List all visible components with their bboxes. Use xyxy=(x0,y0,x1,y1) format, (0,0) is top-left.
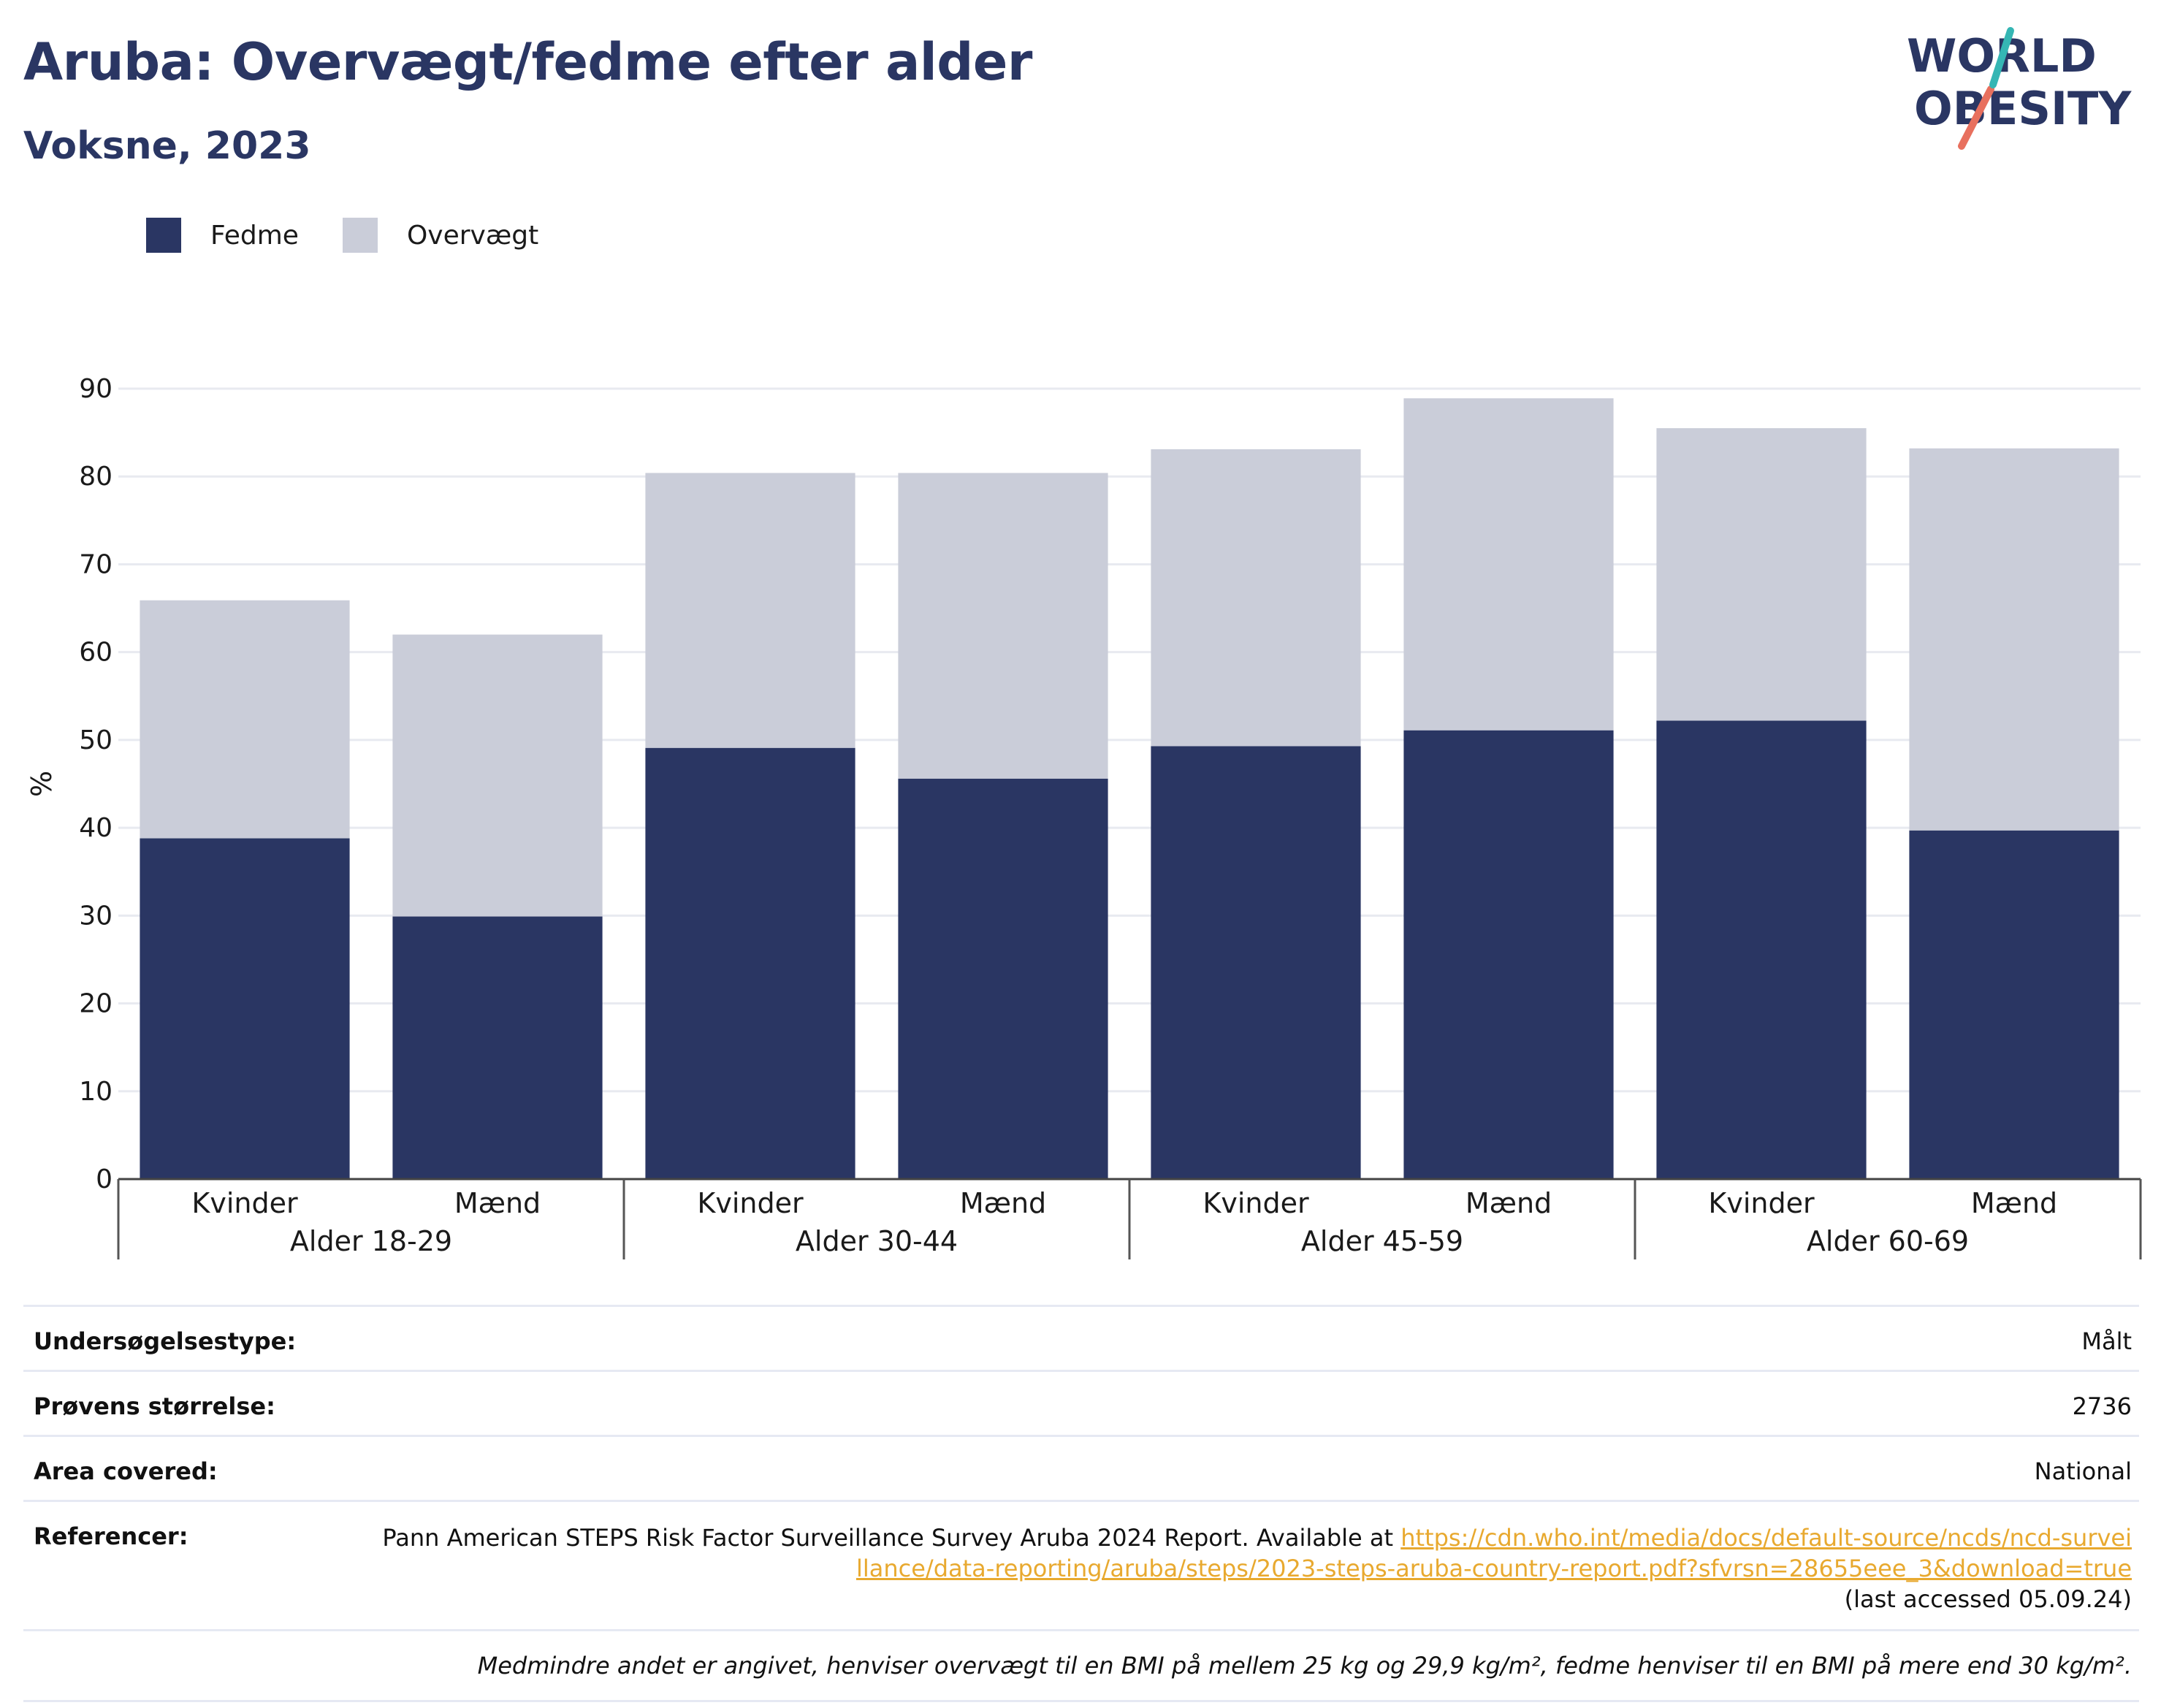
references-link[interactable]: https://cdn.who.int/media/docs/default-s… xyxy=(855,1524,2132,1582)
chart-legend: Fedme Overvægt xyxy=(146,218,582,253)
bar-overvaegt xyxy=(645,473,855,748)
group-label: Alder 30-44 xyxy=(796,1225,958,1257)
page-subtitle: Voksne, 2023 xyxy=(23,124,311,168)
group-label: Alder 18-29 xyxy=(290,1225,452,1257)
page-title: Aruba: Overvægt/fedme efter alder xyxy=(23,32,1032,92)
x-tick-label: Mænd xyxy=(1466,1187,1552,1219)
legend-label-fedme: Fedme xyxy=(210,220,299,251)
y-tick-label: 20 xyxy=(79,989,113,1019)
bar-fedme xyxy=(1656,720,1867,1179)
logo-slash-red xyxy=(1958,85,1994,150)
bar-overvaegt xyxy=(1656,428,1867,721)
x-tick-label: Kvinder xyxy=(697,1187,804,1219)
y-tick-label: 70 xyxy=(79,549,113,579)
survey-type-label: Undersøgelsestype: xyxy=(34,1327,297,1355)
references-value: Pann American STEPS Risk Factor Surveill… xyxy=(378,1522,2132,1614)
y-tick-label: 80 xyxy=(79,462,113,492)
y-tick-label: 60 xyxy=(79,638,113,668)
x-tick-label: Kvinder xyxy=(191,1187,298,1219)
y-axis-label: % xyxy=(26,771,58,797)
legend-swatch-fedme xyxy=(146,218,181,253)
y-tick-label: 30 xyxy=(79,901,113,931)
area-value: National xyxy=(2034,1457,2132,1485)
y-tick-label: 50 xyxy=(79,725,113,755)
info-row-area: Area covered: National xyxy=(23,1435,2139,1500)
bar-fedme xyxy=(1909,830,2119,1179)
info-row-sample-size: Prøvens størrelse: 2736 xyxy=(23,1370,2139,1435)
world-obesity-logo: WORLD OBESITY xyxy=(1907,27,2132,150)
bar-overvaegt xyxy=(392,634,603,917)
bar-overvaegt xyxy=(1403,398,1614,731)
y-tick-label: 90 xyxy=(79,374,113,404)
survey-type-value: Målt xyxy=(2081,1327,2132,1355)
bar-fedme xyxy=(1403,730,1614,1179)
legend-item-fedme[interactable]: Fedme xyxy=(146,218,299,253)
legend-label-overvaegt: Overvægt xyxy=(406,220,539,251)
bar-overvaegt xyxy=(140,600,350,839)
bar-fedme xyxy=(645,747,855,1179)
bar-fedme xyxy=(392,916,603,1179)
logo-slash-teal xyxy=(1989,27,2014,88)
legend-swatch-overvaegt xyxy=(342,218,378,253)
group-label: Alder 60-69 xyxy=(1807,1225,1969,1257)
logo-line2: OBESITY xyxy=(1914,82,2132,135)
bar-fedme xyxy=(898,778,1108,1179)
bar-fedme xyxy=(1151,746,1361,1179)
x-tick-label: Kvinder xyxy=(1203,1187,1309,1219)
references-accessed: (last accessed 05.09.24) xyxy=(1844,1585,2132,1613)
y-tick-label: 10 xyxy=(79,1077,113,1107)
bar-chart: 0 10 20 30 40 50 60 70 80 90% Kvinder Mænd Kvinder Mæ… xyxy=(26,374,2142,1259)
x-tick-label: Kvinder xyxy=(1708,1187,1815,1219)
sample-size-label: Prøvens størrelse: xyxy=(34,1392,275,1420)
area-label: Area covered: xyxy=(34,1457,218,1485)
y-tick-label: 40 xyxy=(79,813,113,843)
footnote: Medmindre andet er angivet, henviser ove… xyxy=(23,1629,2139,1702)
x-tick-label: Mænd xyxy=(454,1187,541,1219)
info-table: Undersøgelsestype: Målt Prøvens størrels… xyxy=(23,1305,2139,1702)
info-row-references: Referencer: Pann American STEPS Risk Fac… xyxy=(23,1500,2139,1629)
bar-overvaegt xyxy=(1909,448,2119,831)
y-tick-label: 0 xyxy=(96,1164,113,1194)
sample-size-value: 2736 xyxy=(2072,1392,2132,1420)
references-text: Pann American STEPS Risk Factor Surveill… xyxy=(382,1524,1401,1552)
info-row-survey-type: Undersøgelsestype: Målt xyxy=(23,1305,2139,1370)
x-tick-label: Mænd xyxy=(960,1187,1046,1219)
x-tick-label: Mænd xyxy=(1971,1187,2057,1219)
bar-overvaegt xyxy=(1151,449,1361,747)
bar-fedme xyxy=(140,838,350,1179)
references-label: Referencer: xyxy=(34,1522,188,1550)
legend-item-overvaegt[interactable]: Overvægt xyxy=(342,218,539,253)
bar-overvaegt xyxy=(898,473,1108,779)
group-label: Alder 45-59 xyxy=(1301,1225,1463,1257)
